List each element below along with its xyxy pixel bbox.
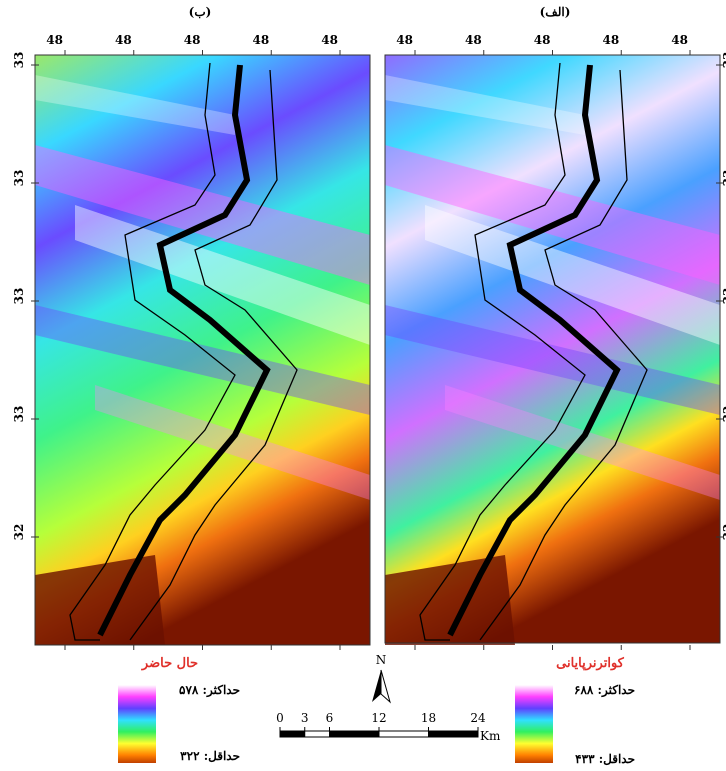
- coord-label: 33: [12, 52, 26, 69]
- scale-label: 3: [301, 711, 309, 725]
- coord-label: 48: [396, 33, 413, 47]
- map-panel: [384, 54, 721, 645]
- map-panel: [34, 54, 371, 646]
- coord-label: 48: [465, 33, 482, 47]
- legend-max: حداکثر: ۶۸۸: [574, 683, 635, 698]
- coord-label: 48: [46, 33, 63, 47]
- legend-min: حداقل: ۴۳۳: [575, 752, 635, 766]
- scale-label: 6: [326, 711, 334, 725]
- legend-max: حداکثر: ۵۷۸: [179, 683, 240, 698]
- north-arrow: N: [372, 653, 391, 704]
- scale-unit: Km: [480, 729, 501, 743]
- legend-ramp: [515, 685, 553, 763]
- coord-label: 48: [321, 33, 338, 47]
- caption: حال حاضر: [141, 656, 198, 671]
- coord-label: 48: [115, 33, 132, 47]
- scale-label: 12: [371, 711, 386, 725]
- legend-min: حداقل: ۳۲۲: [180, 749, 240, 763]
- scale-segment: [279, 730, 306, 738]
- coord-label: 32: [721, 524, 726, 541]
- coord-label: 32: [12, 524, 26, 541]
- scale-segment: [304, 730, 330, 738]
- coord-label: 33: [721, 52, 726, 69]
- scale-bar: 0 3 6 12 18 24 Km: [276, 711, 501, 743]
- coord-label: 48: [184, 33, 201, 47]
- coord-label: 33: [12, 170, 26, 187]
- caption: کواترنرپایانی: [556, 656, 625, 671]
- coord-label: 33: [12, 406, 26, 423]
- scale-label: 24: [470, 711, 486, 725]
- panel-label: (ب): [189, 5, 212, 19]
- coord-label: 33: [12, 288, 26, 305]
- legend-ramp: [118, 685, 156, 763]
- coord-label: 33: [721, 288, 726, 305]
- north-label: N: [376, 653, 387, 667]
- coord-label: 48: [253, 33, 270, 47]
- coord-label: 32: [721, 406, 726, 423]
- scale-label: 18: [421, 711, 436, 725]
- scale-segment: [378, 730, 429, 738]
- coord-label: 48: [603, 33, 620, 47]
- coord-label: 48: [671, 33, 688, 47]
- coord-label: 48: [534, 33, 551, 47]
- scale-label: 0: [276, 711, 284, 725]
- scale-segment: [329, 730, 380, 738]
- scale-segment: [428, 730, 479, 738]
- panel-label: (الف): [540, 5, 571, 19]
- coord-label: 33: [721, 170, 726, 187]
